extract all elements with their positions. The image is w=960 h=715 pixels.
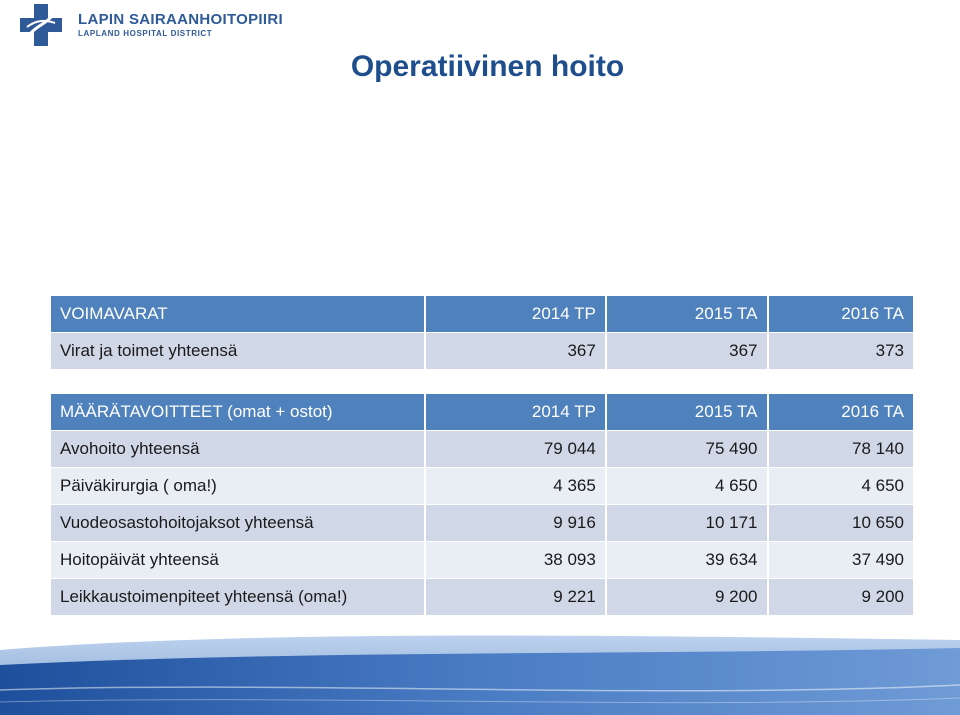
table-header-row: MÄÄRÄTAVOITTEET (omat + ostot) 2014 TP 2… (51, 394, 913, 430)
value-cell: 9 221 (425, 579, 605, 615)
targets-table: MÄÄRÄTAVOITTEET (omat + ostot) 2014 TP 2… (49, 393, 915, 616)
table-row: Leikkaustoimenpiteet yhteensä (oma!) 9 2… (51, 579, 913, 615)
resources-table: VOIMAVARAT 2014 TP 2015 TA 2016 TA Virat… (49, 295, 915, 370)
value-cell: 373 (768, 333, 913, 369)
org-name: LAPIN SAIRAANHOITOPIIRI (78, 11, 283, 28)
value-cell: 78 140 (768, 431, 913, 467)
table-row: Vuodeosastohoitojaksot yhteensä 9 916 10… (51, 505, 913, 541)
header-cell: 2016 TA (768, 394, 913, 430)
value-cell: 4 365 (425, 468, 605, 504)
value-cell: 367 (606, 333, 767, 369)
logo: LAPIN SAIRAANHOITOPIIRI LAPLAND HOSPITAL… (19, 3, 283, 47)
value-cell: 37 490 (768, 542, 913, 578)
table-row: Avohoito yhteensä 79 044 75 490 78 140 (51, 431, 913, 467)
value-cell: 79 044 (425, 431, 605, 467)
row-label: Avohoito yhteensä (51, 431, 424, 467)
row-label: Päiväkirurgia ( oma!) (51, 468, 424, 504)
blue-cross-icon (20, 4, 62, 46)
value-cell: 38 093 (425, 542, 605, 578)
value-cell: 367 (425, 333, 605, 369)
value-cell: 9 200 (606, 579, 767, 615)
value-cell: 4 650 (606, 468, 767, 504)
row-label: Leikkaustoimenpiteet yhteensä (oma!) (51, 579, 424, 615)
value-cell: 10 171 (606, 505, 767, 541)
row-label: Vuodeosastohoitojaksot yhteensä (51, 505, 424, 541)
page-title: Operatiivinen hoito (350, 50, 625, 83)
header-cell: 2014 TP (425, 296, 605, 332)
value-cell: 9 200 (768, 579, 913, 615)
value-cell: 39 634 (606, 542, 767, 578)
header-cell: 2015 TA (606, 296, 767, 332)
header-cell: 2014 TP (425, 394, 605, 430)
value-cell: 10 650 (768, 505, 913, 541)
org-subtitle: LAPLAND HOSPITAL DISTRICT (78, 29, 213, 38)
header-cell: 2016 TA (768, 296, 913, 332)
header-cell: 2015 TA (606, 394, 767, 430)
value-cell: 4 650 (768, 468, 913, 504)
value-cell: 75 490 (606, 431, 767, 467)
table-row: Virat ja toimet yhteensä 367 367 373 (51, 333, 913, 369)
table-header-row: VOIMAVARAT 2014 TP 2015 TA 2016 TA (51, 296, 913, 332)
table-row: Hoitopäivät yhteensä 38 093 39 634 37 49… (51, 542, 913, 578)
row-label: Hoitopäivät yhteensä (51, 542, 424, 578)
header-cell: VOIMAVARAT (51, 296, 424, 332)
table-row: Päiväkirurgia ( oma!) 4 365 4 650 4 650 (51, 468, 913, 504)
row-label: Virat ja toimet yhteensä (51, 333, 424, 369)
footer-wave (0, 635, 960, 715)
value-cell: 9 916 (425, 505, 605, 541)
header-cell: MÄÄRÄTAVOITTEET (omat + ostot) (51, 394, 424, 430)
